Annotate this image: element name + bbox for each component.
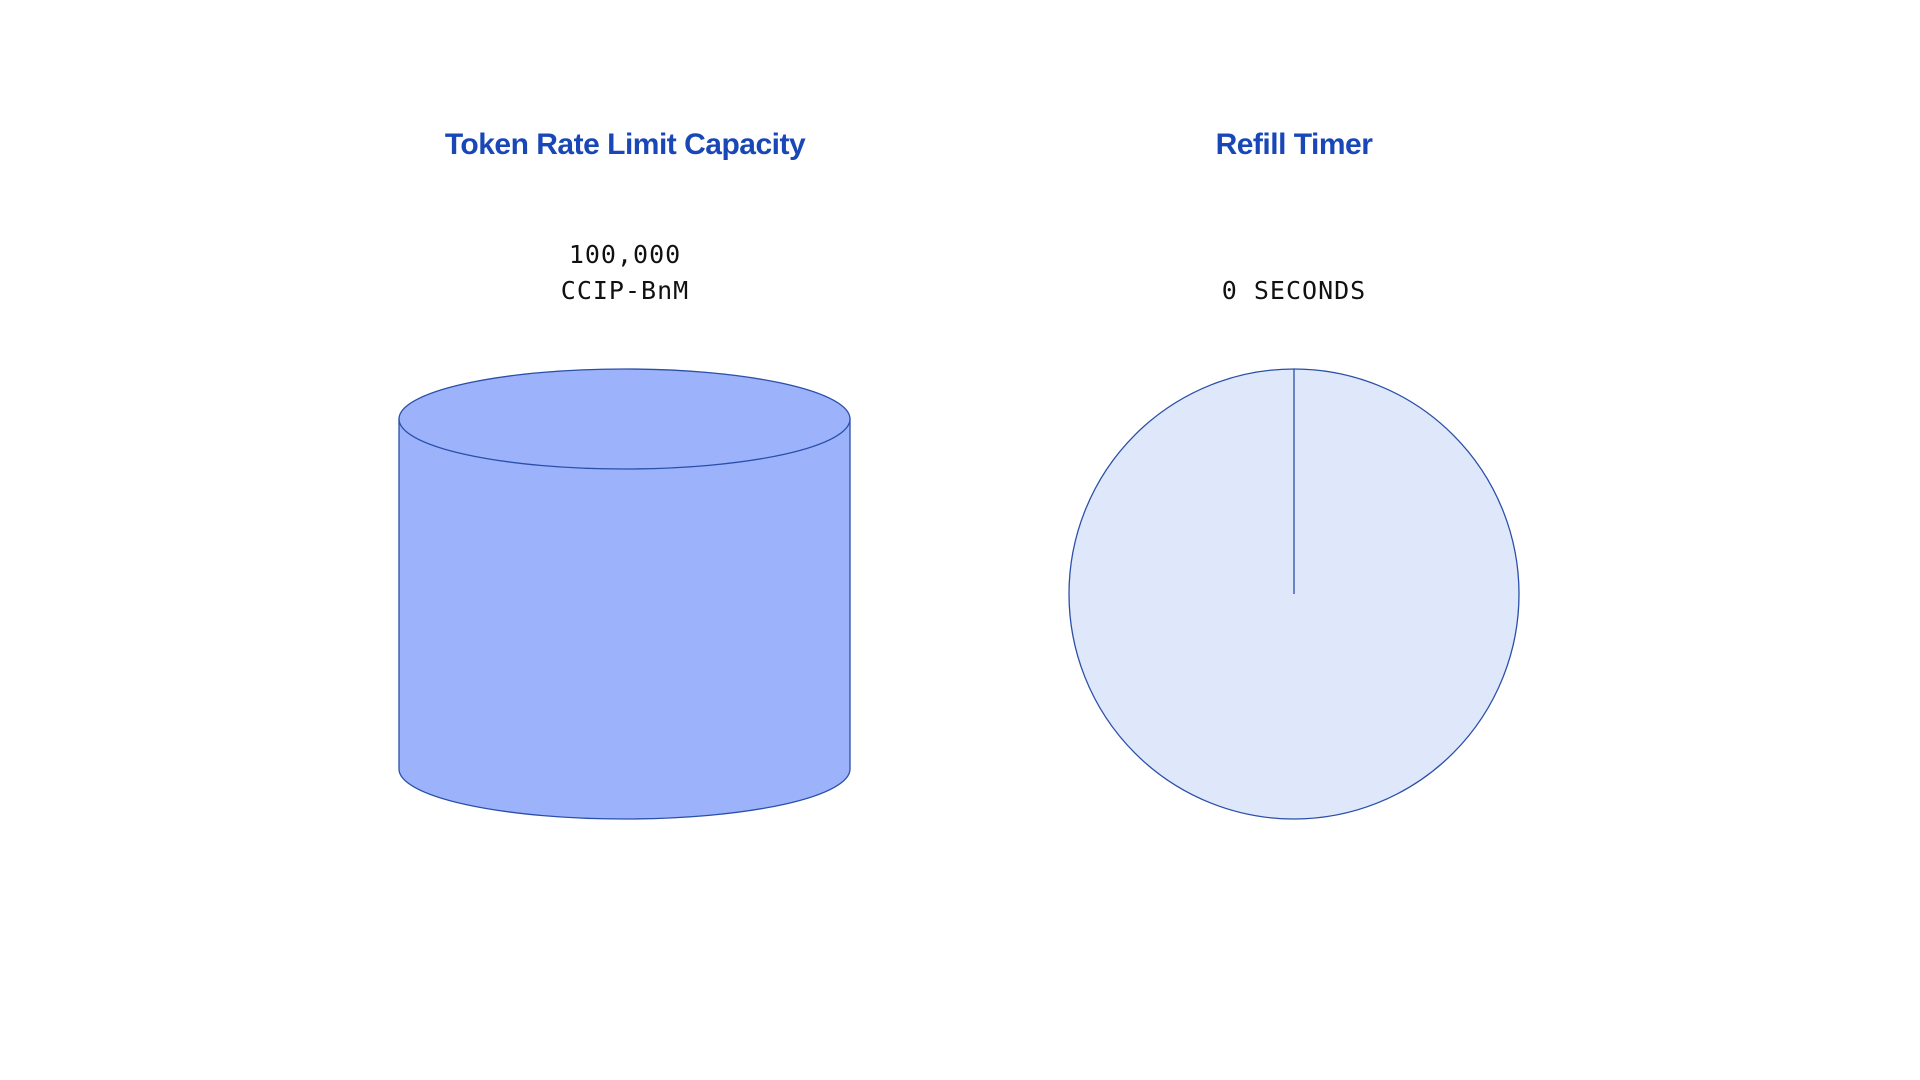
timer-value: 0 SECONDS [1221,276,1367,305]
capacity-amount: 100,000 [568,240,682,269]
capacity-title: Token Rate Limit Capacity [444,128,806,161]
cylinder-top [398,368,851,470]
capacity-cylinder [398,368,851,820]
timer-title: Refill Timer [1215,128,1373,161]
refill-timer-dial [1068,368,1520,820]
capacity-token: CCIP-BnM [560,276,690,305]
cylinder-body [398,418,851,820]
